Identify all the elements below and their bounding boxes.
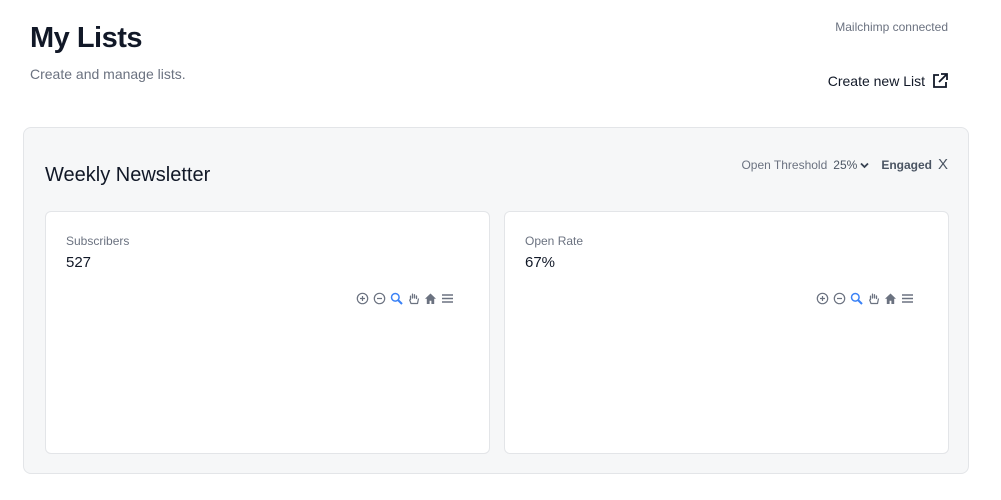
close-icon[interactable]: X bbox=[937, 156, 948, 173]
zoom-selection-icon[interactable] bbox=[390, 292, 403, 305]
zoom-out-icon[interactable] bbox=[833, 292, 846, 305]
menu-icon[interactable] bbox=[441, 292, 454, 305]
open-rate-chart bbox=[505, 212, 948, 453]
page-subtitle: Create and manage lists. bbox=[30, 66, 186, 82]
zoom-in-icon[interactable]: 55020017 Mar18 Mar19 Mar20 Mar21 Mar22 M… bbox=[356, 292, 369, 305]
subscribers-label: Subscribers bbox=[66, 234, 130, 248]
open-rate-chart-toolbar: 70017 Mar18 Mar19 Mar20 Mar21 Mar22 Mar2… bbox=[816, 292, 914, 305]
open-rate-panel: Open Rate 67% 70017 Mar18 Mar19 Mar20 Ma… bbox=[504, 211, 949, 454]
reset-home-icon[interactable] bbox=[884, 292, 897, 305]
subscribers-panel: Subscribers 527 55020017 Mar18 Mar19 Mar… bbox=[45, 211, 490, 454]
zoom-out-icon[interactable] bbox=[373, 292, 386, 305]
page-title: My Lists bbox=[30, 22, 143, 54]
threshold-value: 25% bbox=[833, 158, 858, 172]
threshold-label: Open Threshold bbox=[741, 158, 828, 172]
create-list-label: Create new List bbox=[827, 73, 925, 89]
pan-icon[interactable] bbox=[867, 292, 880, 305]
card-controls: Open Threshold 25% Engaged X bbox=[741, 156, 948, 173]
subscribers-value: 527 bbox=[66, 254, 92, 271]
subscribers-chart-toolbar: 55020017 Mar18 Mar19 Mar20 Mar21 Mar22 M… bbox=[356, 292, 454, 305]
list-title: Weekly Newsletter bbox=[45, 164, 211, 186]
zoom-in-icon[interactable]: 70017 Mar18 Mar19 Mar20 Mar21 Mar22 Mar2… bbox=[816, 292, 829, 305]
list-card: Weekly Newsletter Open Threshold 25% Eng… bbox=[23, 127, 969, 474]
open-rate-label: Open Rate bbox=[525, 234, 584, 248]
pan-icon[interactable] bbox=[407, 292, 420, 305]
zoom-selection-icon[interactable] bbox=[850, 292, 863, 305]
connection-status: Mailchimp connected bbox=[835, 20, 948, 34]
segment-label: Engaged bbox=[881, 158, 932, 172]
external-link-icon bbox=[933, 73, 948, 88]
threshold-select[interactable]: 25% bbox=[833, 158, 869, 172]
create-list-button[interactable]: Create new List bbox=[828, 72, 949, 90]
open-rate-value: 67% bbox=[525, 254, 556, 271]
chevron-down-icon bbox=[860, 162, 869, 168]
reset-home-icon[interactable] bbox=[424, 292, 437, 305]
subscribers-chart bbox=[46, 212, 489, 453]
menu-icon[interactable] bbox=[901, 292, 914, 305]
